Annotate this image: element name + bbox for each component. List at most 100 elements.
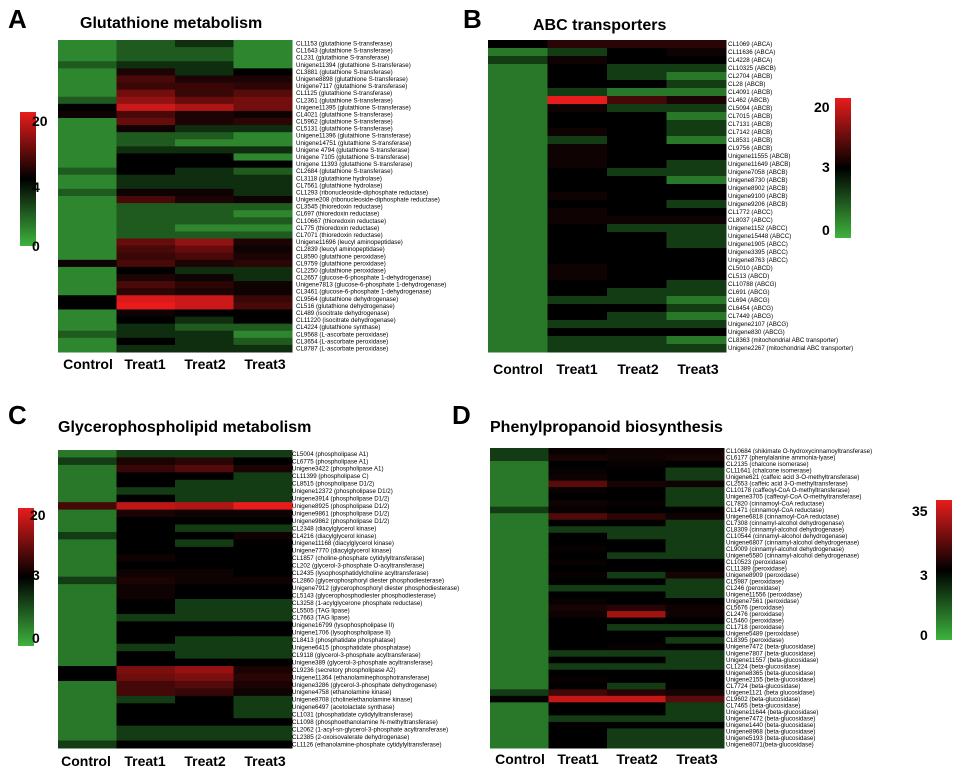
panel-c-heatmap [58,450,293,749]
heatmap-cell [666,208,727,217]
heatmap-cell [666,48,727,57]
heatmap-cell [547,320,608,329]
heatmap-cell [116,613,176,622]
heatmap-cell [233,546,293,555]
heatmap-cell [58,472,117,481]
heatmap-cell [547,112,608,121]
heatmap-cell [233,132,293,140]
row-label: CL28 (ABCB) [728,81,765,88]
row-label: CL7015 (ABCB) [728,113,772,120]
heatmap-cell [548,474,608,482]
heatmap-cell [233,330,293,339]
heatmap-cell [488,216,548,225]
heatmap-cell [116,302,176,310]
row-label: CL7142 (ABCB) [728,129,772,136]
heatmap-cell [607,184,667,193]
row-label: Unigene11395 (glutathione S-transferase) [296,104,411,111]
heatmap-cell [490,578,549,586]
heatmap-cell [607,487,666,495]
row-label: Unigene3705 (caffeoyl-CoA O-methyltransf… [726,494,861,501]
row-label: Unigene5193 (beta-glucosidase) [726,735,815,742]
row-label: CL10684 (shikimate O-hydroxycinnamoyltra… [726,448,872,455]
heatmap-cell [116,658,176,667]
heatmap-cell [665,741,725,749]
panel-a-title: Glutathione metabolism [80,15,262,32]
row-label: Unigene8730 (ABCB) [728,177,788,184]
panel-d-legend-min: 0 [920,627,928,643]
heatmap-cell [116,203,176,211]
heatmap-cell [607,136,667,145]
heatmap-cell [607,152,667,161]
heatmap-cell [665,637,725,645]
heatmap-cell [488,184,548,193]
heatmap-cell [607,56,667,65]
heatmap-cell [116,217,176,225]
heatmap-cell [175,110,234,119]
heatmap-cell [116,673,176,682]
heatmap-cell [175,584,234,593]
heatmap-cell [490,637,549,645]
heatmap-cell [233,643,293,652]
heatmap-cell [58,40,117,48]
heatmap-cell [116,153,176,162]
panel-a-legend-mid: 4 [32,179,40,195]
row-label: CL5094 (ABCB) [728,105,772,112]
heatmap-cell [233,472,293,481]
heatmap-cell [116,740,176,749]
heatmap-cell [58,288,117,296]
heatmap-cell [665,591,725,599]
heatmap-cell [666,240,727,249]
heatmap-cell [607,513,666,521]
heatmap-cell [175,96,234,105]
heatmap-cell [547,312,608,321]
heatmap-cell [547,48,608,57]
row-label: Unigene3286 (glycerol-3-phosphate dehydr… [292,682,437,689]
heatmap-cell [233,295,293,303]
row-label: CL2348 (diacylglycerol kinase) [292,525,376,532]
heatmap-cell [548,611,608,619]
heatmap-cell [58,666,117,674]
heatmap-cell [490,487,549,495]
heatmap-cell [233,524,293,533]
heatmap-cell [116,472,176,481]
row-label: Unigene6415 (phosphatidate phosphatase) [292,645,411,652]
row-label: CL2062 (1-acyl-sn-glycerol-3-phosphate a… [292,726,448,733]
heatmap-cell [116,75,176,84]
column-label-treat3: Treat3 [676,751,717,767]
heatmap-cell [665,461,725,469]
heatmap-cell [58,524,117,533]
heatmap-cell [116,636,176,645]
heatmap-cell [607,296,667,305]
heatmap-cell [488,312,548,321]
row-label: CL4091 (ABCB) [728,89,772,96]
row-label: CL10544 (cinnamyl-alcohol dehydrogenase) [726,533,847,540]
heatmap-cell [58,494,117,503]
heatmap-cell [607,328,667,337]
heatmap-cell [547,256,608,265]
row-label: CL2839 (leucyl aminopeptidase) [296,246,385,253]
heatmap-cell [175,217,234,225]
heatmap-cell [58,337,117,346]
heatmap-cell [666,288,727,297]
heatmap-cell [490,682,549,690]
heatmap-cell [547,64,608,73]
heatmap-cell [58,569,117,578]
heatmap-cell [607,72,667,81]
heatmap-cell [547,176,608,185]
heatmap-cell [233,217,293,225]
heatmap-cell [547,224,608,233]
heatmap-cell [233,628,293,637]
heatmap-cell [58,167,117,176]
heatmap-cell [607,708,666,716]
heatmap-cell [58,658,117,667]
heatmap-cell [175,139,234,147]
heatmap-cell [175,181,234,190]
heatmap-cell [547,144,608,153]
heatmap-cell [175,673,234,682]
heatmap-cell [175,509,234,518]
heatmap-cell [490,539,549,547]
heatmap-cell [233,259,293,268]
panel-b-title: ABC transporters [533,17,666,34]
heatmap-cell [548,545,608,553]
heatmap-cell [233,118,293,126]
